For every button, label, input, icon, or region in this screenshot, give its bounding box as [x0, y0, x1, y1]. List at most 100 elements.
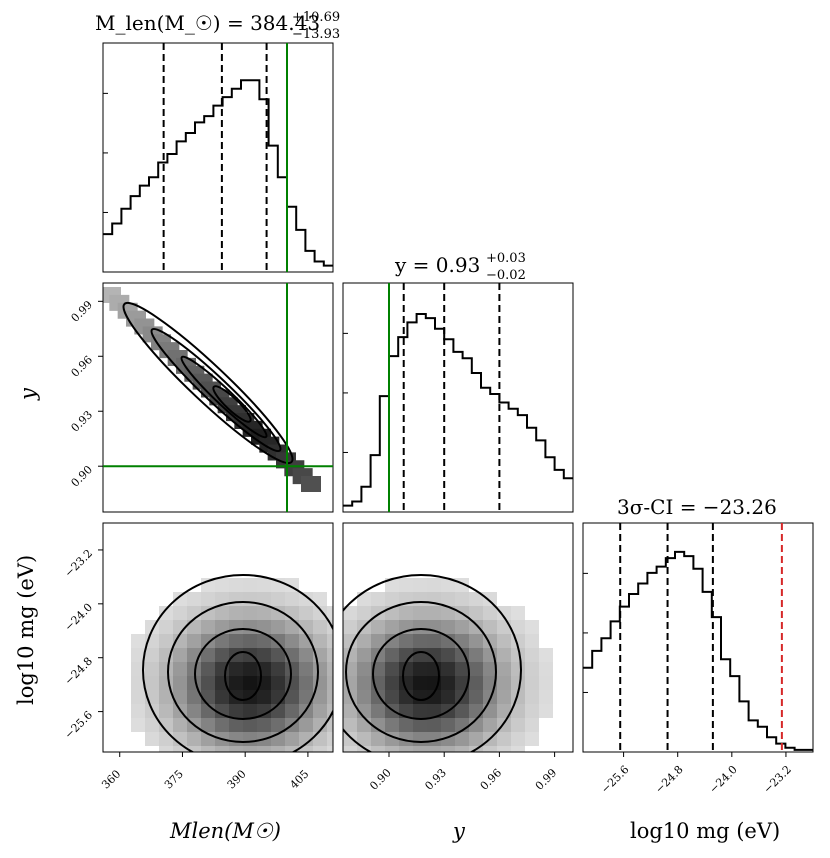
density-cell — [159, 676, 173, 690]
density-cell — [243, 648, 257, 662]
density-cell — [483, 606, 497, 620]
xlabel-y: y — [452, 819, 466, 843]
density-cell — [285, 634, 299, 648]
density-cell — [131, 718, 145, 732]
density-cell — [469, 606, 483, 620]
density-cell — [145, 662, 159, 676]
density-cell — [469, 634, 483, 648]
density-cell — [271, 690, 285, 704]
density-cell — [385, 620, 399, 634]
density-cell — [285, 746, 299, 760]
density-cell — [455, 746, 469, 760]
xtick-label: 0.93 — [422, 766, 449, 793]
density-cell — [469, 620, 483, 634]
density-cell — [327, 648, 341, 662]
density-cell — [497, 732, 511, 746]
xtick-label: −24.0 — [707, 763, 740, 796]
density-cell — [469, 676, 483, 690]
density-cell — [427, 578, 441, 592]
panel-frame — [343, 283, 573, 512]
density-cell — [215, 606, 229, 620]
density-cell — [539, 704, 553, 718]
density-cell — [441, 746, 455, 760]
density-cell — [497, 620, 511, 634]
density-cell — [299, 606, 313, 620]
xtick-label: 390 — [225, 768, 249, 792]
density-cell — [413, 592, 427, 606]
density-cell — [187, 676, 201, 690]
title-y-sub: −0.02 — [486, 268, 526, 283]
density-cell — [497, 662, 511, 676]
density-cell — [455, 620, 469, 634]
density-cell — [441, 648, 455, 662]
density-cell — [243, 732, 257, 746]
density-cell — [201, 718, 215, 732]
density-cell — [285, 592, 299, 606]
density-cell — [229, 648, 243, 662]
density-cell — [399, 718, 413, 732]
density-cell — [159, 662, 173, 676]
density-cell — [469, 746, 483, 760]
density-cell — [525, 690, 539, 704]
density-cell — [271, 634, 285, 648]
density-cell — [173, 676, 187, 690]
title-y-main: y = 0.93 — [394, 253, 480, 277]
density-cell — [313, 634, 327, 648]
density-cell — [343, 620, 357, 634]
density-cell — [215, 718, 229, 732]
density-cell — [385, 690, 399, 704]
density-cell — [271, 592, 285, 606]
title-y-sup: +0.03 — [486, 251, 526, 266]
xtick-label: 405 — [287, 768, 311, 792]
ytick-label: −25.6 — [62, 709, 95, 742]
density-cell — [159, 634, 173, 648]
xtick-label: 0.96 — [478, 766, 505, 793]
density-cell — [243, 592, 257, 606]
density-cell — [243, 606, 257, 620]
ytick-label: −24.0 — [62, 601, 95, 634]
density-cell — [327, 704, 341, 718]
density-cell — [511, 718, 525, 732]
density-cell — [159, 620, 173, 634]
density-cell — [229, 746, 243, 760]
density-cell — [159, 746, 173, 760]
density-cell — [229, 620, 243, 634]
density-cell — [343, 746, 357, 760]
density-cell — [385, 592, 399, 606]
xtick-label: −25.6 — [599, 763, 632, 796]
density-cell — [201, 662, 215, 676]
density-cell — [371, 704, 385, 718]
density-cell — [299, 648, 313, 662]
density-cell — [413, 704, 427, 718]
density-cell — [159, 732, 173, 746]
density-cell — [385, 648, 399, 662]
ylabel-logmg: log10 mg (eV) — [14, 555, 38, 705]
density-cell — [497, 690, 511, 704]
density-cell — [525, 732, 539, 746]
density-cell — [357, 690, 371, 704]
density-cell — [229, 704, 243, 718]
density-cell — [327, 662, 341, 676]
density-cell — [399, 578, 413, 592]
density-cell — [145, 676, 159, 690]
scatter-panel-y-logmg — [321, 523, 573, 765]
density-cell — [469, 704, 483, 718]
density-cell — [215, 578, 229, 592]
density-cell — [413, 620, 427, 634]
density-cell — [173, 662, 187, 676]
density-cell — [343, 634, 357, 648]
density-cell — [357, 676, 371, 690]
density-cell — [299, 662, 313, 676]
density-cell — [399, 606, 413, 620]
density-cell — [357, 718, 371, 732]
density-cell — [483, 592, 497, 606]
density-cell — [187, 592, 201, 606]
xlabel-logmg: log10 mg (eV) — [630, 819, 780, 843]
density-cell — [483, 704, 497, 718]
density-cell — [327, 746, 341, 760]
ytick-label: 0.99 — [69, 298, 96, 325]
density-cell — [229, 592, 243, 606]
density-cell — [271, 662, 285, 676]
density-cell — [483, 620, 497, 634]
density-cell — [313, 676, 327, 690]
